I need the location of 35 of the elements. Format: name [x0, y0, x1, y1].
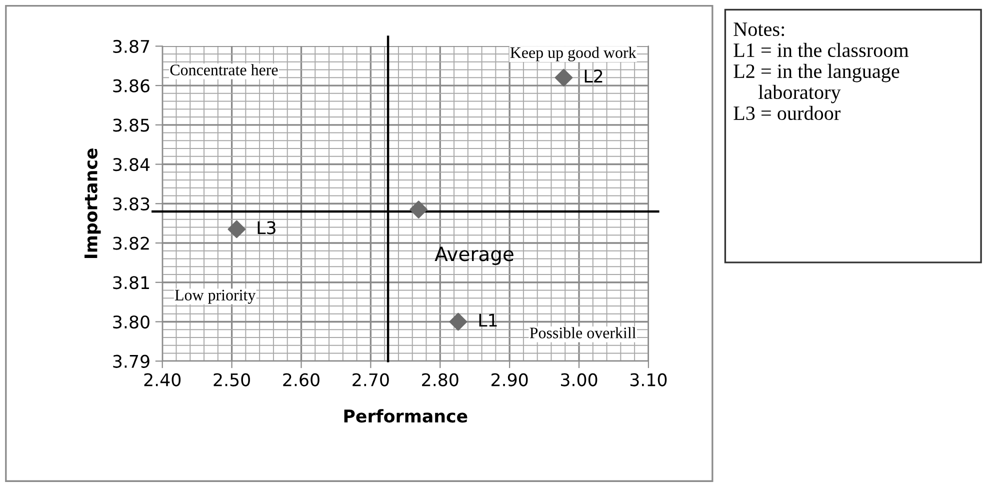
- y-tick-label: 3.83: [113, 197, 150, 210]
- y-tick-label: 3.85: [113, 118, 150, 132]
- y-tick-label: 3.87: [113, 40, 150, 54]
- x-tick-label: 2.80: [422, 373, 458, 386]
- annotation: L2: [584, 70, 602, 82]
- text: L2 = in the language laboratory: [734, 64, 900, 104]
- x-tick-label: 2.90: [492, 373, 528, 386]
- x-tick-label: 2.40: [144, 373, 181, 386]
- y-tick-label: 3.82: [113, 236, 149, 250]
- text: L1 = in the classroom: [734, 42, 909, 58]
- point: [228, 220, 246, 238]
- annotation: Concentrate here: [170, 64, 278, 76]
- y-axis-title: Importance: [84, 148, 101, 258]
- point: [410, 200, 428, 218]
- x-axis-title: Performance: [344, 409, 468, 423]
- annotation: L1: [479, 314, 497, 327]
- y-tick-label: 3.84: [113, 158, 150, 172]
- annotation: L3: [258, 221, 276, 234]
- x-tick-label: 2.50: [214, 373, 250, 386]
- x-tick-label: 3.00: [561, 373, 598, 386]
- point: [554, 68, 573, 87]
- annotation: Low priority: [174, 290, 256, 304]
- y-tick-label: 3.80: [113, 315, 150, 329]
- annotation: Average: [434, 246, 514, 266]
- text: L3 = ourdoor: [734, 106, 840, 120]
- x-tick-label: 2.60: [283, 373, 320, 386]
- annotation: Keep up good work: [510, 46, 636, 62]
- x-tick-label: 3.10: [630, 373, 667, 386]
- y-tick-label: 3.86: [113, 79, 150, 92]
- annotation: Possible overkill: [530, 327, 636, 338]
- point: [449, 312, 468, 331]
- x-tick-label: 2.70: [352, 373, 389, 386]
- y-tick-label: 3.81: [113, 276, 149, 290]
- text: Notes:: [734, 22, 784, 36]
- y-tick-label: 3.79: [113, 354, 150, 368]
